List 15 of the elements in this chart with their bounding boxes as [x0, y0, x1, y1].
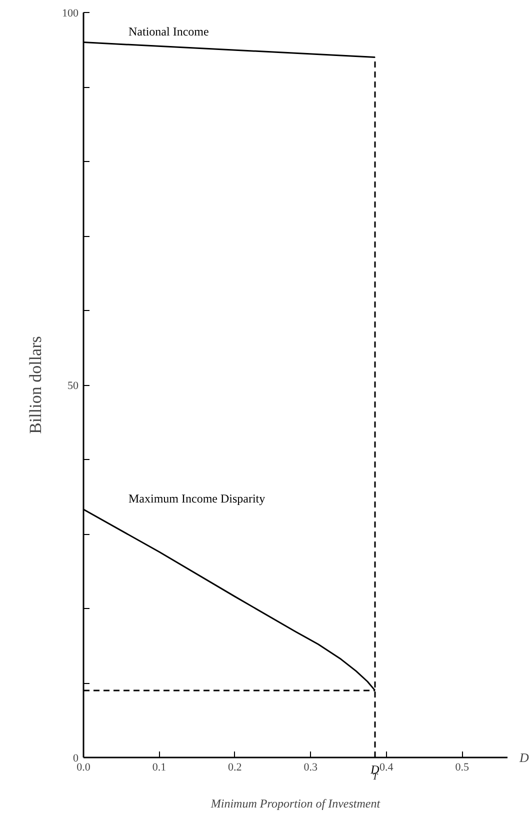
x-axis-title: Minimum Proportion of Investment — [210, 796, 381, 810]
y-tick-label: 100 — [62, 8, 79, 20]
text: D — [518, 750, 530, 765]
x-tick-label: 0.3 — [304, 762, 318, 774]
x-tick-label: 0.0 — [76, 762, 91, 774]
x-tick-label: 0.2 — [228, 762, 242, 774]
series-label: National Income — [128, 24, 209, 38]
x-tick-label: 0.1 — [152, 762, 166, 774]
y-tick-label: 0 — [73, 752, 79, 764]
x-tick-label: 0.4 — [379, 762, 394, 774]
x-tick-label: 0.5 — [455, 762, 470, 774]
text: Maximum Income Disparity — [128, 491, 266, 506]
y-tick-label: 50 — [68, 380, 79, 392]
annotation: DT — [370, 762, 380, 782]
y-axis-title: Billion dollars — [26, 336, 45, 434]
